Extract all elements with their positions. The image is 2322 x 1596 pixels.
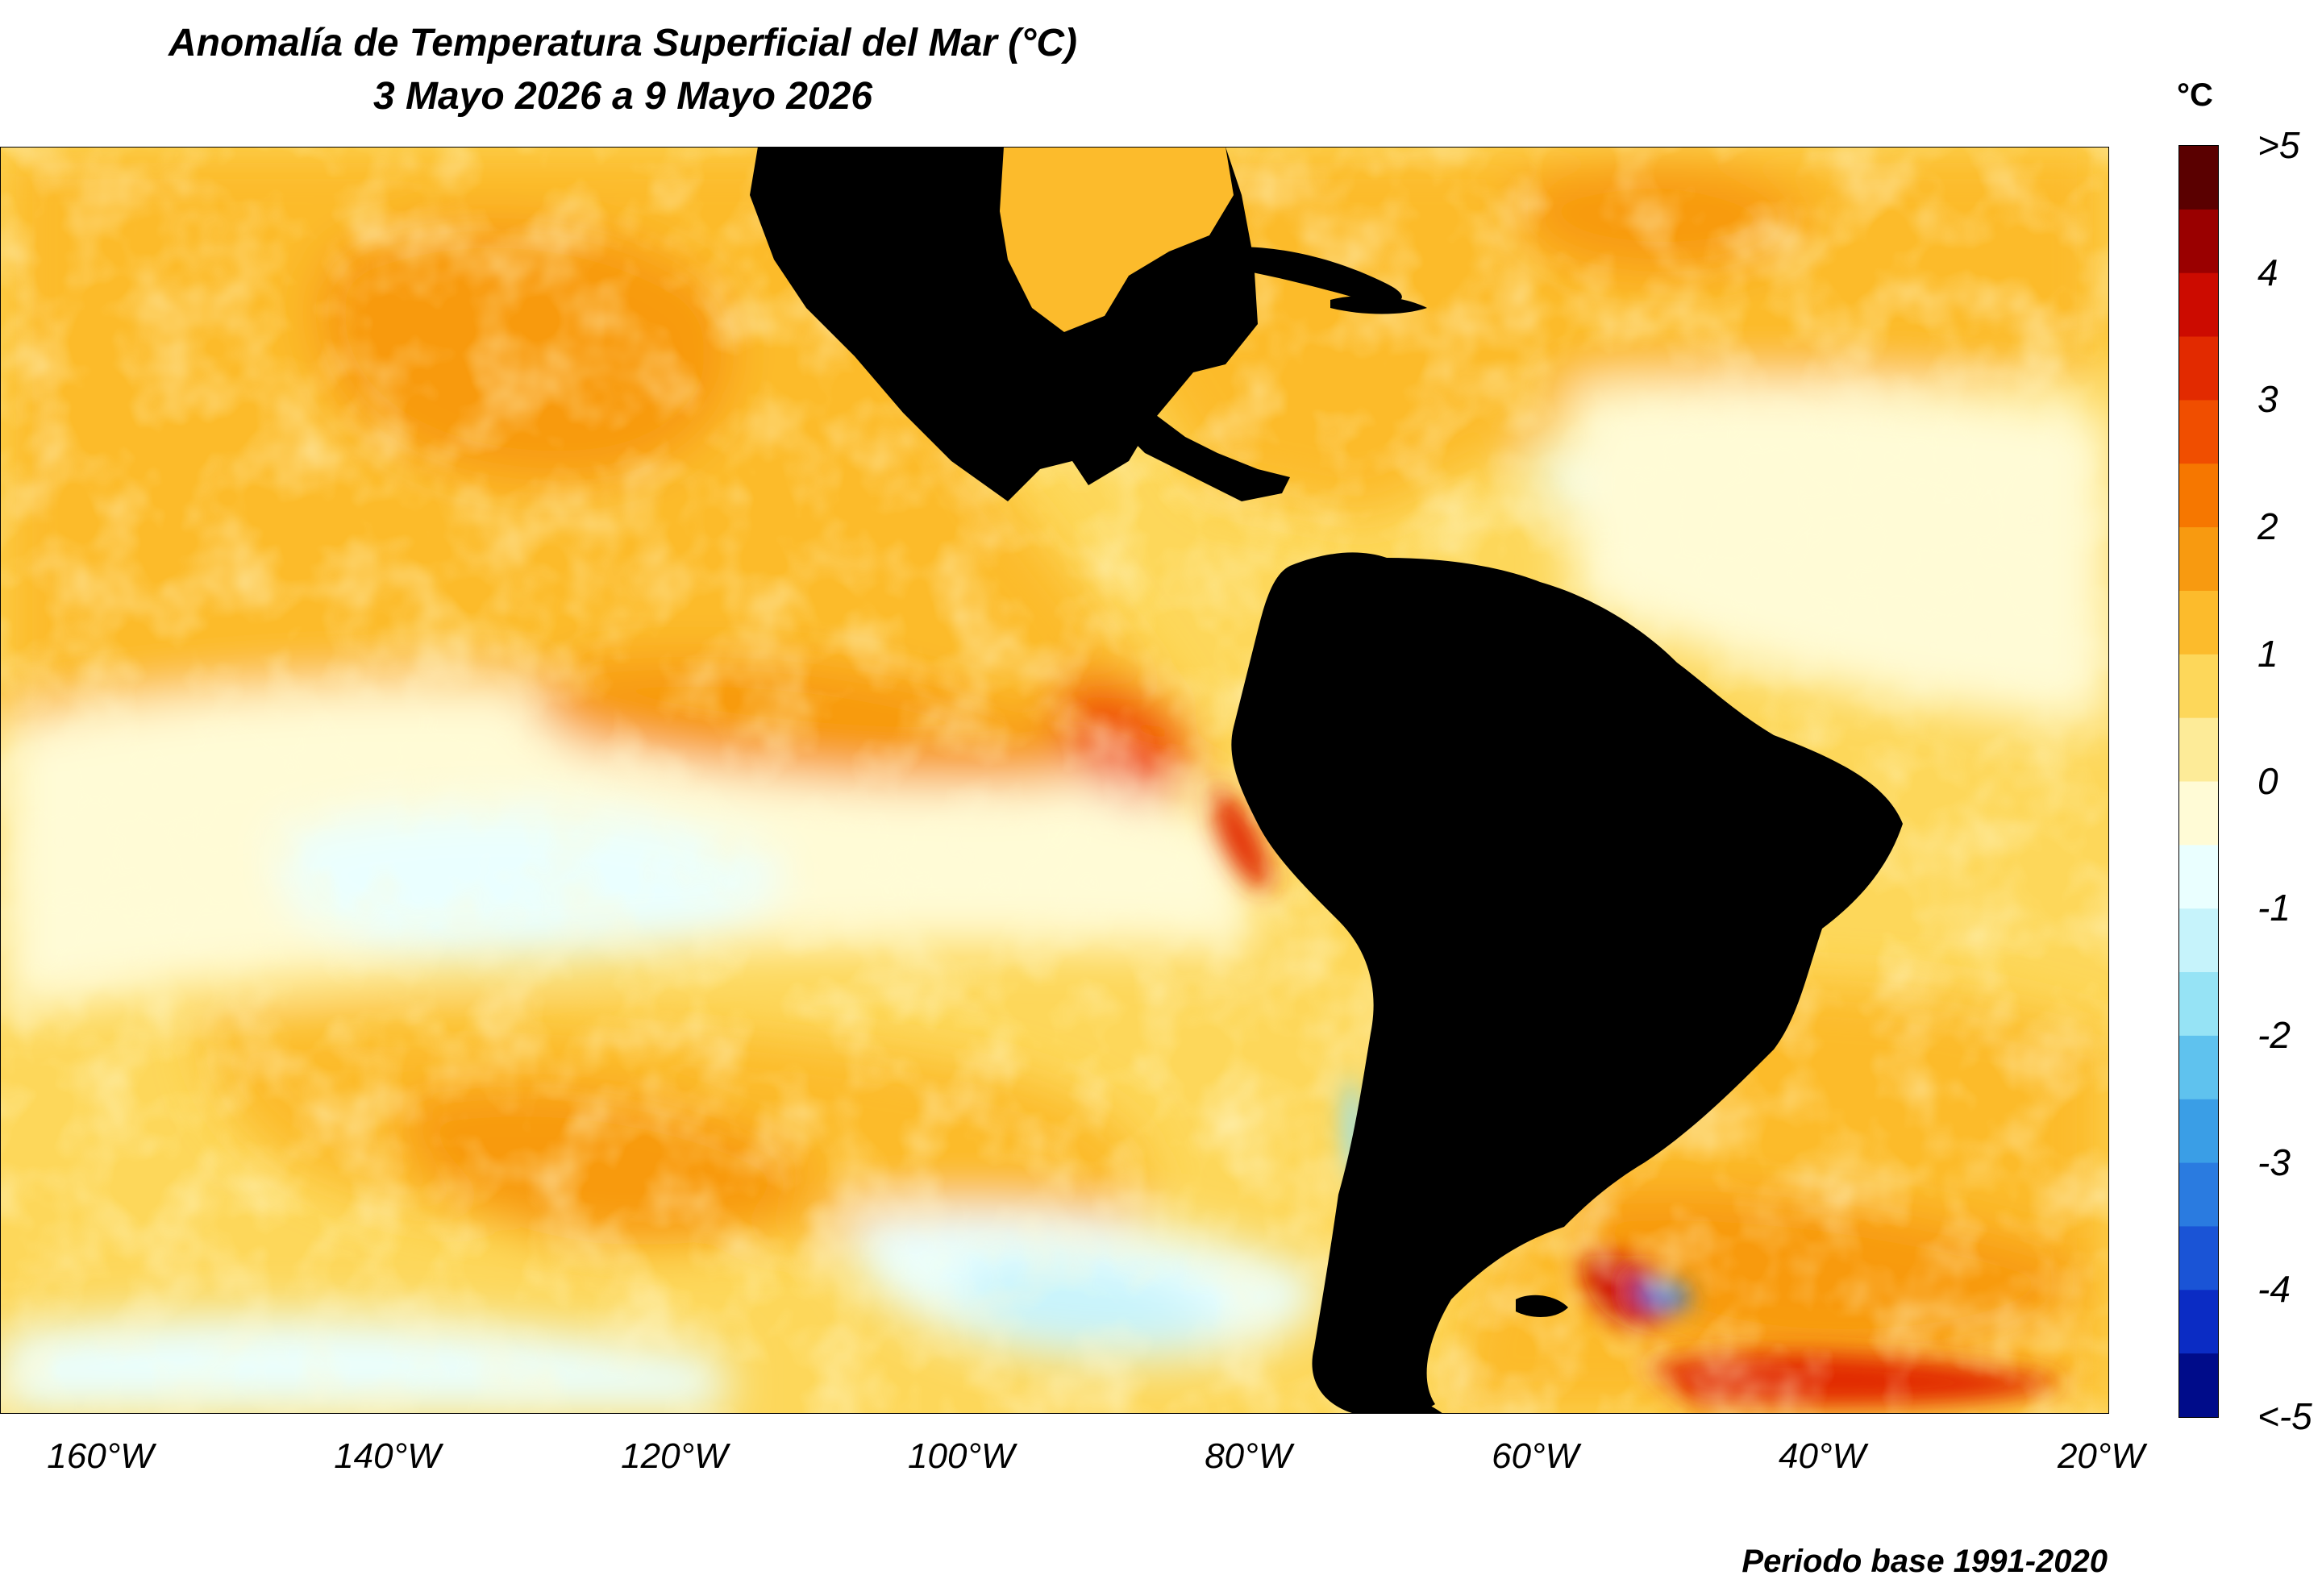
colorbar-unit: °C (2177, 77, 2213, 113)
map-title: Anomalía de Temperatura Superficial del … (168, 22, 1077, 64)
land-masses (750, 147, 1903, 1414)
colorbar-segment (2179, 845, 2218, 909)
colorbar-segment (2179, 272, 2218, 338)
colorbar-segment (2179, 209, 2218, 274)
south-america-land (1231, 552, 1903, 1414)
colorbar-tick-label: 0 (2258, 759, 2278, 802)
colorbar-segment (2179, 590, 2218, 655)
colorbar-tick-label: -2 (2258, 1013, 2291, 1056)
x-tick-label: 80°W (1205, 1436, 1292, 1476)
colorbar-segment (2179, 654, 2218, 719)
baja-california (758, 147, 822, 237)
hispaniola-island (1330, 295, 1427, 314)
colorbar-segment (2179, 1162, 2218, 1227)
colorbar-segment (2179, 1290, 2218, 1354)
sst-anomaly-map (0, 147, 2109, 1414)
colorbar-segment (2179, 717, 2218, 782)
colorbar (2178, 145, 2219, 1418)
colorbar-segment (2179, 781, 2218, 846)
colorbar-segment (2179, 146, 2218, 210)
colorbar-tick-label: 4 (2258, 251, 2278, 293)
colorbar-segment (2179, 400, 2218, 464)
x-tick-label: 100°W (908, 1436, 1015, 1476)
colorbar-segment (2179, 1353, 2218, 1417)
colorbar-tick-label: 2 (2258, 505, 2278, 548)
colorbar-segment (2179, 336, 2218, 401)
colorbar-segment (2179, 1099, 2218, 1164)
central-america-isthmus (1064, 316, 1290, 501)
cuba-island (1193, 247, 1402, 303)
colorbar-tick-label: 3 (2258, 378, 2278, 421)
colorbar-segment (2179, 972, 2218, 1037)
colorbar-segment (2179, 527, 2218, 592)
colorbar-tick-label: -3 (2258, 1141, 2291, 1183)
map-subtitle: 3 Mayo 2026 a 9 Mayo 2026 (372, 75, 873, 118)
colorbar-segment (2179, 463, 2218, 528)
x-tick-label: 40°W (1779, 1436, 1866, 1476)
colorbar-tick-label: >5 (2258, 124, 2300, 166)
x-tick-label: 20°W (2057, 1436, 2145, 1476)
x-tick-label: 160°W (47, 1436, 154, 1476)
base-period-note: Periodo base 1991-2020 (1742, 1544, 2108, 1579)
colorbar-segment (2179, 908, 2218, 973)
colorbar-tick-label: <-5 (2258, 1395, 2312, 1437)
malvinas-islands (1516, 1295, 1568, 1317)
colorbar-segment (2179, 1035, 2218, 1100)
colorbar-tick-label: 1 (2258, 632, 2278, 675)
colorbar-segment (2179, 1226, 2218, 1291)
colorbar-tick-label: -4 (2258, 1268, 2291, 1311)
colorbar-tick-label: -1 (2258, 887, 2291, 929)
x-tick-label: 60°W (1492, 1436, 1579, 1476)
gulf-mexico-water (1000, 147, 1234, 332)
x-tick-label: 120°W (621, 1436, 728, 1476)
x-tick-label: 140°W (334, 1436, 441, 1476)
tierra-del-fuego (1363, 1395, 1443, 1414)
